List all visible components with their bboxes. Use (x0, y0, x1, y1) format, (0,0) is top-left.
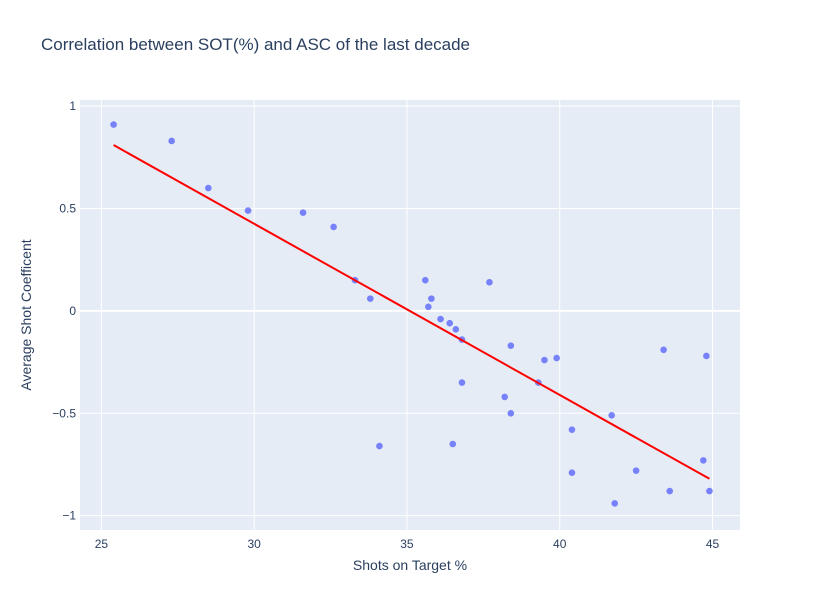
data-point (446, 319, 454, 327)
chart-title: Correlation between SOT(%) and ASC of th… (41, 35, 470, 54)
data-points (110, 121, 713, 507)
x-tick-label: 40 (553, 537, 567, 551)
x-axis-title: Shots on Target % (353, 557, 467, 573)
y-tick-label: −1 (62, 509, 76, 523)
data-point (706, 487, 713, 495)
trendline (113, 144, 710, 480)
data-point (428, 295, 435, 302)
grid-lines (80, 100, 740, 530)
data-point (168, 137, 175, 145)
data-point (425, 303, 432, 311)
y-tick-label: 0.5 (59, 202, 76, 216)
data-point (507, 409, 515, 417)
y-axis-title: Average Shot Coefficent (18, 239, 34, 390)
data-point (299, 209, 307, 216)
y-tick-label: 0 (69, 304, 76, 318)
data-point (611, 500, 619, 507)
data-point (437, 315, 444, 323)
x-tick-label: 35 (400, 537, 414, 551)
data-point (700, 457, 707, 464)
plot-background (80, 100, 740, 530)
data-point (458, 379, 466, 386)
data-point (205, 184, 212, 192)
data-point (501, 393, 509, 401)
data-point (449, 440, 457, 448)
data-point (541, 356, 548, 364)
x-tick-label: 30 (247, 537, 261, 551)
data-point (366, 295, 374, 302)
data-point (452, 326, 460, 333)
data-point (330, 223, 337, 231)
data-point (244, 207, 252, 214)
data-point (568, 426, 576, 433)
data-point (110, 121, 117, 128)
data-point (568, 469, 576, 476)
data-point (376, 442, 383, 450)
data-point (486, 278, 493, 286)
data-point (632, 467, 640, 474)
data-point (608, 412, 615, 419)
data-point (703, 352, 710, 360)
data-point (421, 276, 429, 284)
x-tick-label: 45 (706, 537, 720, 551)
data-point (660, 346, 667, 354)
data-point (553, 354, 560, 362)
data-point (507, 342, 515, 350)
trendline-layer (113, 144, 710, 480)
y-tick-label: −0.5 (52, 406, 76, 420)
data-point (666, 487, 674, 495)
y-tick-label: 1 (69, 99, 76, 113)
x-tick-label: 25 (95, 537, 109, 551)
tick-labels: 25 30 35 40 45 1 0.5 0 −0.5 −1 (52, 99, 719, 551)
